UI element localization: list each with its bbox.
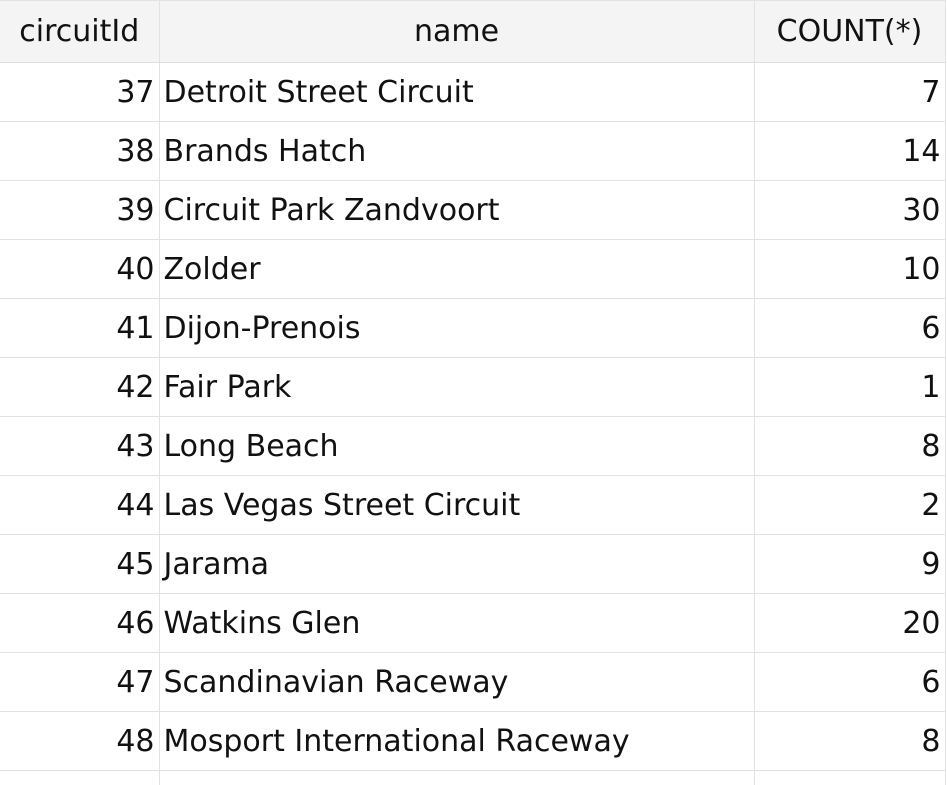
cell-count[interactable]: 20: [754, 593, 946, 653]
cell-count[interactable]: 1: [754, 357, 946, 417]
cell-circuitid[interactable]: [0, 770, 160, 785]
column-header-count[interactable]: COUNT(*): [754, 0, 946, 63]
table-row[interactable]: 45 Jarama 9: [0, 534, 946, 594]
cell-circuitid[interactable]: 48: [0, 711, 160, 771]
cell-count[interactable]: 2: [754, 475, 946, 535]
cell-circuitid[interactable]: 43: [0, 416, 160, 476]
cell-name[interactable]: Zolder: [159, 239, 755, 299]
cell-count[interactable]: 8: [754, 711, 946, 771]
cell-name[interactable]: Long Beach: [159, 416, 755, 476]
cell-circuitid[interactable]: 40: [0, 239, 160, 299]
column-header-circuitid[interactable]: circuitId: [0, 0, 160, 63]
cell-count[interactable]: 6: [754, 652, 946, 712]
cell-circuitid[interactable]: 42: [0, 357, 160, 417]
cell-count[interactable]: 7: [754, 62, 946, 122]
table-row[interactable]: 43 Long Beach 8: [0, 416, 946, 476]
table-row[interactable]: 38 Brands Hatch 14: [0, 121, 946, 181]
table-row[interactable]: 37 Detroit Street Circuit 7: [0, 62, 946, 122]
cell-count[interactable]: 6: [754, 298, 946, 358]
table-row[interactable]: 47 Scandinavian Raceway 6: [0, 652, 946, 712]
table-row[interactable]: [0, 770, 946, 785]
cell-count[interactable]: 10: [754, 239, 946, 299]
table-row[interactable]: 41 Dijon-Prenois 6: [0, 298, 946, 358]
cell-circuitid[interactable]: 44: [0, 475, 160, 535]
cell-circuitid[interactable]: 39: [0, 180, 160, 240]
cell-name[interactable]: Fair Park: [159, 357, 755, 417]
cell-name[interactable]: Mosport International Raceway: [159, 711, 755, 771]
cell-circuitid[interactable]: 41: [0, 298, 160, 358]
cell-circuitid[interactable]: 47: [0, 652, 160, 712]
cell-name[interactable]: [159, 770, 755, 785]
table-row[interactable]: 48 Mosport International Raceway 8: [0, 711, 946, 771]
cell-count[interactable]: 9: [754, 534, 946, 594]
cell-count[interactable]: 30: [754, 180, 946, 240]
cell-name[interactable]: Watkins Glen: [159, 593, 755, 653]
table-row[interactable]: 42 Fair Park 1: [0, 357, 946, 417]
cell-circuitid[interactable]: 37: [0, 62, 160, 122]
cell-name[interactable]: Detroit Street Circuit: [159, 62, 755, 122]
cell-name[interactable]: Dijon-Prenois: [159, 298, 755, 358]
column-header-name[interactable]: name: [159, 0, 755, 63]
cell-circuitid[interactable]: 38: [0, 121, 160, 181]
table-row[interactable]: 40 Zolder 10: [0, 239, 946, 299]
table-row[interactable]: 44 Las Vegas Street Circuit 2: [0, 475, 946, 535]
cell-name[interactable]: Las Vegas Street Circuit: [159, 475, 755, 535]
cell-name[interactable]: Brands Hatch: [159, 121, 755, 181]
cell-count[interactable]: 8: [754, 416, 946, 476]
cell-name[interactable]: Scandinavian Raceway: [159, 652, 755, 712]
cell-name[interactable]: Circuit Park Zandvoort: [159, 180, 755, 240]
cell-name[interactable]: Jarama: [159, 534, 755, 594]
table-row[interactable]: 46 Watkins Glen 20: [0, 593, 946, 653]
header-row: circuitId name COUNT(*): [0, 0, 946, 63]
table-row[interactable]: 39 Circuit Park Zandvoort 30: [0, 180, 946, 240]
cell-count[interactable]: [754, 770, 946, 785]
cell-circuitid[interactable]: 46: [0, 593, 160, 653]
cell-count[interactable]: 14: [754, 121, 946, 181]
cell-circuitid[interactable]: 45: [0, 534, 160, 594]
